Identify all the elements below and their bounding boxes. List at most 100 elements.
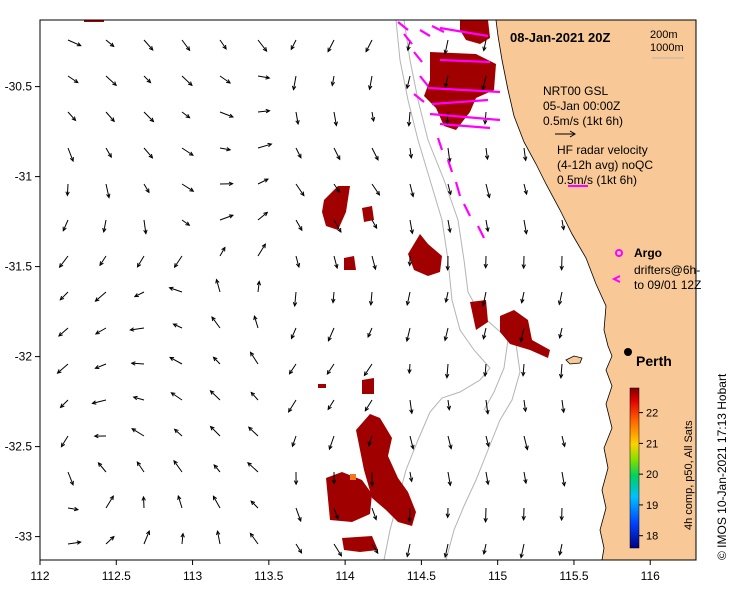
arrow-shaft [105,75,117,86]
credit: © IMOS 10-Jan-2021 17:13 Hobart [715,373,729,560]
arrow-shaft [484,363,487,377]
current-arrow [105,535,115,545]
current-arrow [368,291,374,307]
arrow-head [557,300,563,306]
current-arrow [216,530,221,545]
arrow-head [369,482,375,488]
x-tick-label: 112 [30,569,49,583]
arrow-shaft [371,183,380,196]
current-arrow [365,39,373,53]
current-arrow [219,111,235,118]
arrow-head [132,395,138,401]
radar-line2: (4-12h avg) noQC [557,158,653,172]
current-arrow [168,286,183,293]
arrow-head [330,81,336,87]
arrow-shaft [561,435,566,447]
arrow-shaft [219,247,226,257]
arrow-shaft [61,435,69,447]
arrow-shaft [257,243,266,257]
arrow-head [185,46,191,52]
current-arrow [295,111,300,126]
arrow-shaft [295,219,303,231]
arrow-shaft [290,39,297,50]
current-arrow [523,435,529,451]
current-arrow [94,363,107,370]
current-arrow [333,147,341,161]
current-arrow [408,147,414,160]
arrow-head [483,263,488,269]
arrow-shaft [210,426,221,437]
current-arrow [522,399,528,413]
arrow-shaft [521,291,525,303]
arrow-shaft [105,111,115,122]
arrow-shaft [444,75,449,87]
current-arrow [447,471,452,487]
current-arrow [559,255,564,271]
arrow-shaft [409,147,412,158]
radar-vector [446,159,454,173]
current-arrow [141,495,146,509]
arrow-head [249,532,255,538]
current-arrow [291,75,297,91]
arrow-shaft [326,363,335,375]
arrow-shaft [367,327,373,338]
arrow-shaft [210,390,221,401]
arrow-shaft [66,183,69,196]
arrow-shaft [561,399,565,413]
arrow-shaft [482,291,487,306]
arrow-head [136,461,142,467]
arrow-shaft [257,110,270,113]
arrow-head [372,265,377,271]
current-arrow [519,327,525,343]
current-arrow [371,543,379,555]
current-arrow [143,111,155,123]
arrow-head [485,480,490,486]
arrow-shaft [181,219,190,226]
arrow-head [447,157,452,163]
current-arrow [369,471,375,488]
arrow-head [59,403,65,409]
current-arrow [219,39,227,50]
current-arrow [560,219,566,231]
arrow-head [73,78,79,84]
arrow-shaft [105,147,112,158]
arrow-head [367,441,372,447]
arrow-head [211,316,216,322]
arrow-shaft [136,461,145,473]
current-arrow [288,399,297,413]
arrow-head [444,82,449,88]
arrow-head [228,214,234,219]
current-arrow [67,111,77,122]
current-arrow [105,75,118,87]
arrow-shaft [215,279,221,293]
current-arrow [295,255,301,269]
sst-patch [318,384,326,388]
current-arrow [445,255,450,272]
arrow-head [295,262,301,269]
current-arrow [247,461,259,473]
current-arrow [371,507,378,521]
current-arrow [180,532,185,545]
arrow-shaft [332,291,335,303]
current-arrow [405,543,411,558]
arrow-shaft [291,435,297,447]
arrow-shaft [174,428,183,437]
radar-vector [436,137,444,151]
x-tick-label: 115 [488,569,507,583]
arrow-shaft [295,183,305,196]
arrow-shaft [561,471,565,486]
current-arrow [136,255,145,268]
radar-vector [463,203,471,217]
current-arrow [290,327,297,340]
current-arrow [67,39,82,47]
arrow-head [267,142,273,148]
arrow-shaft [444,39,449,54]
arrow-head [131,428,137,433]
current-arrow [407,363,412,375]
arrow-head [69,480,74,486]
arrow-shaft [333,219,342,233]
current-arrow [326,363,335,375]
arrow-head [443,49,448,55]
arrow-shaft [248,426,259,437]
arrow-head [405,84,410,90]
